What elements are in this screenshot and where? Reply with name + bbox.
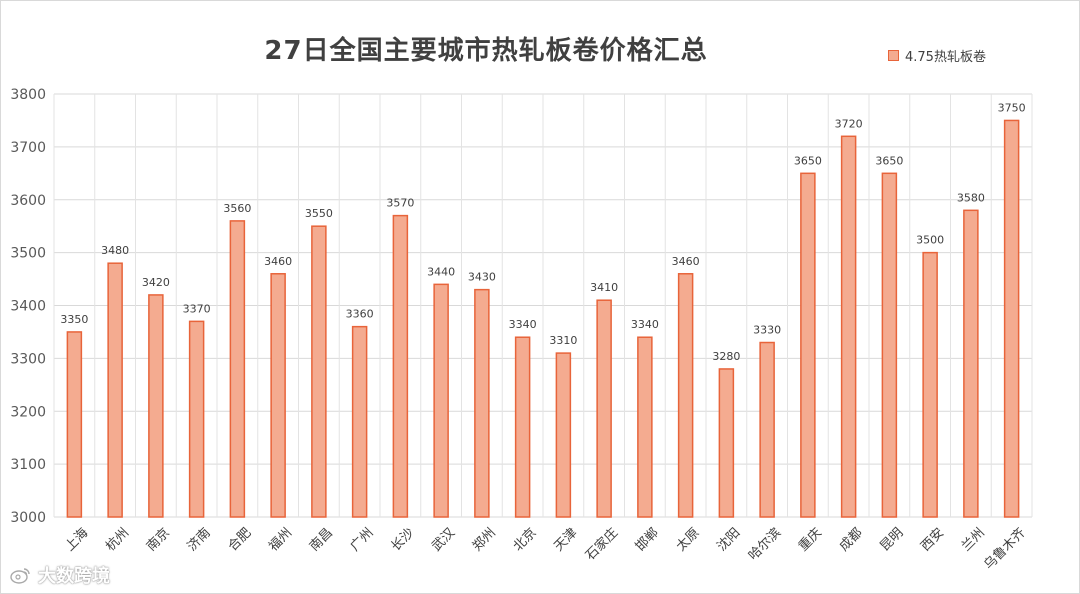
bar [963,209,979,518]
bar [392,214,409,518]
data-label: 3360 [346,308,374,321]
data-label: 3650 [794,154,822,167]
data-label: 3750 [998,101,1026,114]
data-label: 3330 [753,324,781,337]
data-label: 3550 [305,207,333,220]
data-label: 3370 [183,302,211,315]
data-label: 3280 [712,350,740,363]
category-label: 哈尔滨 [745,525,784,564]
y-tick-label: 3300 [10,351,46,367]
category-label: 天津 [551,525,580,554]
data-label: 3420 [142,276,170,289]
bar [148,294,164,518]
bar [637,336,653,518]
bar [66,331,83,518]
data-label: 3480 [101,244,129,257]
category-label: 北京 [511,525,540,554]
bar [514,336,531,518]
category-label: 长沙 [388,525,417,554]
category-label: 南京 [143,525,173,555]
category-label: 石家庄 [582,525,621,564]
data-label: 3460 [672,255,700,268]
y-tick-label: 3400 [10,299,46,315]
chart-title: 27日全国主要城市热轧板卷价格汇总 [264,36,708,66]
category-label: 兰州 [959,525,988,554]
category-label: 成都 [837,525,866,554]
data-label: 3650 [875,154,903,167]
bar [351,325,368,518]
bar [555,352,572,518]
data-label: 3440 [427,265,455,278]
category-label: 广州 [348,525,377,554]
bar [1003,119,1020,518]
category-label: 合肥 [225,525,254,554]
data-label: 3460 [264,255,292,268]
bar [922,251,938,518]
category-label: 邯郸 [633,525,662,554]
data-label: 3580 [957,191,985,204]
y-tick-label: 3800 [10,87,46,103]
legend-swatch [888,50,899,61]
legend-label: 4.75热轧板卷 [905,50,986,65]
bar [474,288,490,518]
category-label: 西安 [918,525,947,554]
bar [718,368,735,518]
bar [107,262,123,518]
data-label: 3500 [916,234,944,247]
bar [229,220,246,518]
data-label: 3350 [60,313,88,326]
bar [881,172,898,518]
y-tick-label: 3700 [10,140,46,156]
data-label: 3560 [223,202,251,215]
watermark: 大数跨境 [10,562,110,588]
category-label: 乌鲁木齐 [981,525,1029,573]
bar [759,341,775,518]
category-label: 郑州 [470,525,499,554]
bar [596,299,612,518]
category-label: 昆明 [877,525,906,554]
chart-legend: 4.75热轧板卷 [888,46,986,65]
category-label: 上海 [62,525,91,554]
y-tick-label: 3100 [10,457,46,473]
bar [840,135,857,518]
data-label: 3310 [549,334,577,347]
bar [311,225,327,518]
category-label: 太原 [674,525,703,554]
bar [270,273,286,518]
bar [188,320,205,518]
weibo-logo-icon [10,568,30,584]
category-label: 武汉 [429,525,458,554]
category-label: 沈阳 [714,525,743,554]
bar [433,283,449,518]
category-label: 杭州 [103,525,132,554]
data-label: 3340 [509,318,537,331]
watermark-text: 大数跨境 [38,566,110,587]
category-label: 南昌 [306,525,336,555]
y-tick-label: 3600 [10,193,46,209]
data-label: 3410 [590,281,618,294]
data-label: 3340 [631,318,659,331]
y-tick-label: 3000 [10,510,46,526]
bar [677,273,694,518]
data-label: 3570 [386,197,414,210]
data-label: 3430 [468,271,496,284]
category-label: 福州 [266,525,295,554]
bar [800,172,816,518]
y-tick-label: 3200 [10,404,46,420]
category-label: 重庆 [795,525,825,555]
data-label: 3720 [835,117,863,130]
category-label: 济南 [184,525,214,555]
y-tick-label: 3500 [10,246,46,262]
